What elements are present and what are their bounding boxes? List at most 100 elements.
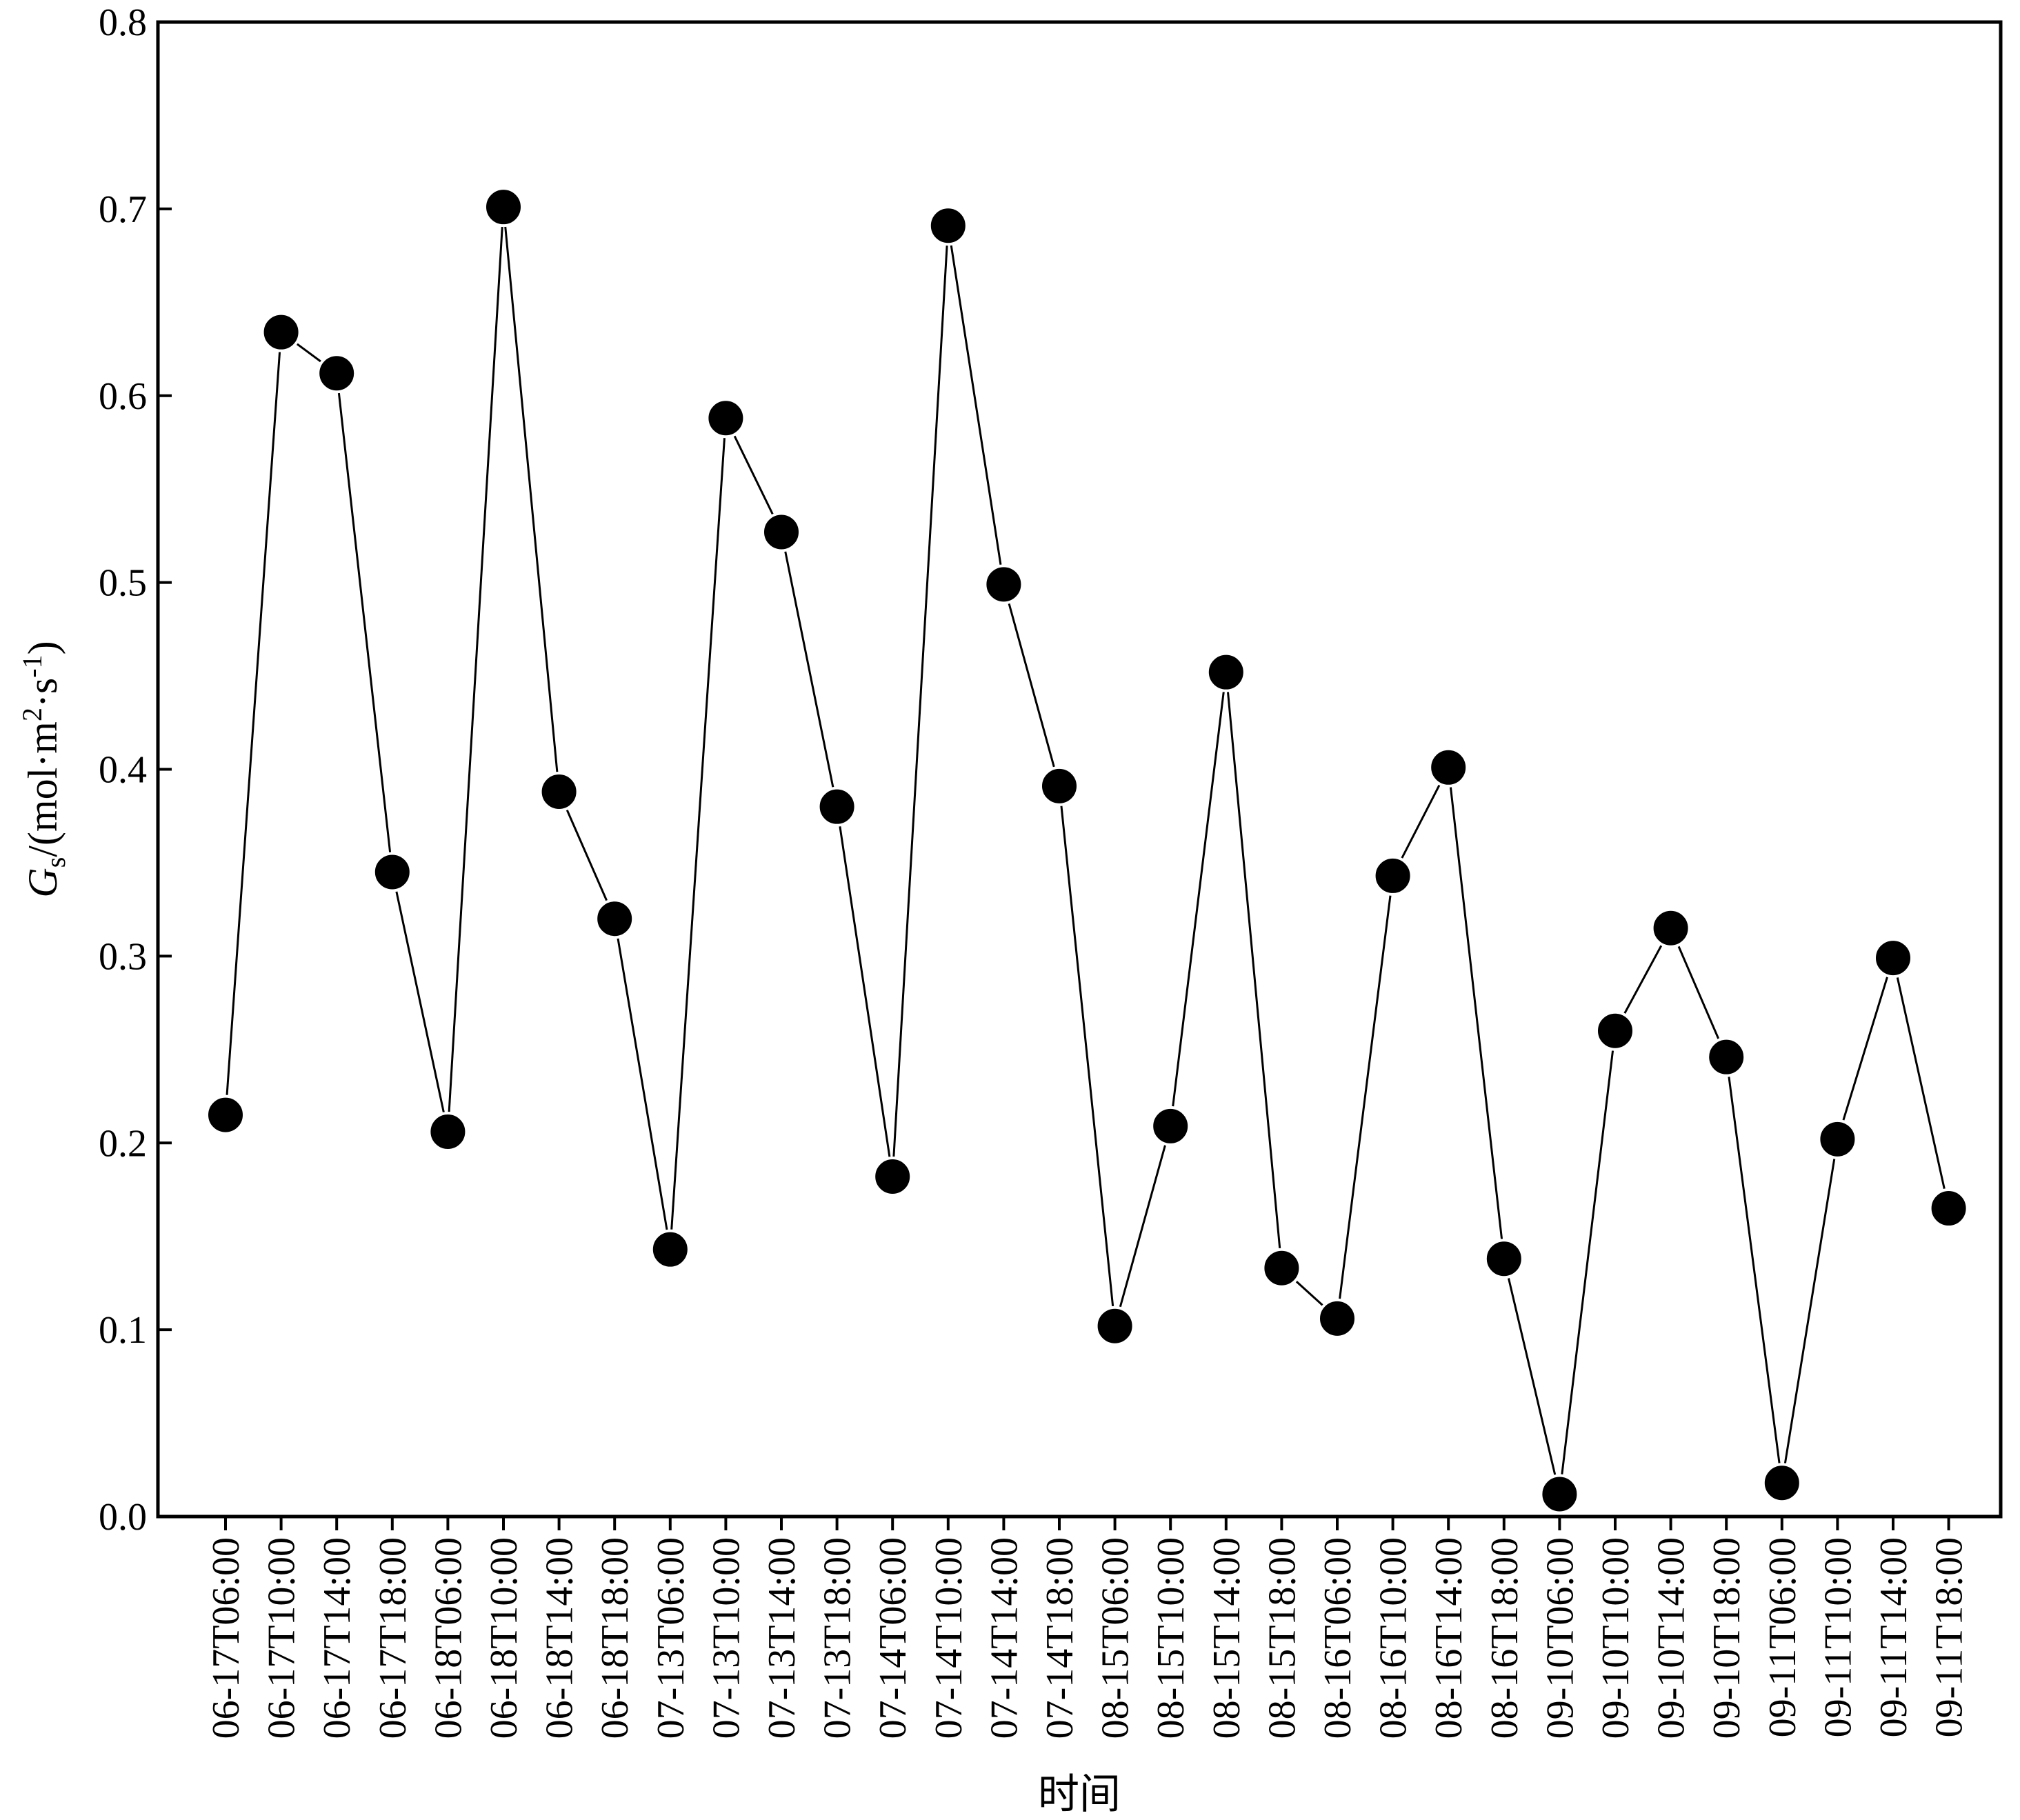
data-point: [872, 1157, 913, 1197]
x-tick-label: 08-15T14:00: [1206, 1537, 1248, 1739]
y-title-sup2: -1: [17, 654, 48, 677]
data-point: [1094, 1306, 1135, 1346]
series-segment: [1002, 583, 1061, 787]
data-point: [1873, 938, 1913, 979]
y-tick-label: 0.6: [99, 375, 147, 418]
x-axis: 06-17T06:00 06-17T10:00 06-17T14:00 06-17T1…: [205, 1517, 1971, 1739]
x-tick-label: 09-10T18:00: [1706, 1537, 1748, 1739]
data-point: [817, 786, 857, 827]
x-tick-label: 06-18T14:00: [539, 1537, 581, 1739]
series-segment: [947, 226, 1005, 585]
y-title-sub: s: [40, 857, 71, 868]
y-tick-label: 0.3: [99, 935, 147, 978]
y-title-end: ): [20, 641, 66, 654]
y-tick-label: 0.7: [99, 188, 147, 231]
y-title-mid2: ·s: [20, 678, 66, 708]
data-point: [650, 1229, 690, 1270]
x-tick-label: 09-11T06:00: [1761, 1537, 1804, 1737]
x-tick-label: 09-10T14:00: [1650, 1537, 1693, 1739]
data-point: [1928, 1188, 1969, 1229]
series-segment: [1781, 1139, 1839, 1483]
series-segment: [725, 417, 783, 533]
x-tick-label: 07-13T10:00: [705, 1537, 748, 1739]
series-segment: [391, 872, 449, 1132]
x-tick-label: 06-18T06:00: [427, 1537, 470, 1739]
x-tick-label: 09-10T10:00: [1594, 1537, 1637, 1739]
data-point: [1372, 855, 1413, 896]
x-tick-label: 09-10T06:00: [1539, 1537, 1581, 1739]
x-tick-label: 08-15T10:00: [1150, 1537, 1192, 1739]
y-axis-title: Gs/(mol·m2·s-1): [17, 641, 71, 897]
series-segment: [1336, 875, 1394, 1319]
x-tick-label: 08-15T06:00: [1094, 1537, 1137, 1739]
data-point: [1650, 908, 1691, 948]
y-tick-label: 0.4: [99, 749, 147, 792]
x-tick-label: 08-16T18:00: [1483, 1537, 1526, 1739]
data-point: [1039, 766, 1079, 806]
x-tick-label: 08-16T06:00: [1317, 1537, 1359, 1739]
data-point: [428, 1111, 468, 1152]
x-tick-label: 06-17T10:00: [261, 1537, 303, 1739]
x-tick-label: 09-11T10:00: [1817, 1537, 1859, 1737]
series-segment: [1725, 1057, 1783, 1483]
series-segment: [780, 532, 839, 807]
data-point: [483, 187, 523, 228]
x-tick-label: 06-17T14:00: [316, 1537, 359, 1739]
series-segment: [224, 332, 283, 1115]
y-tick-label: 0.5: [99, 562, 147, 605]
x-tick-label: 07-14T18:00: [1039, 1537, 1081, 1739]
series-line: [224, 207, 1950, 1494]
y-title-mid: /(mol·m: [20, 721, 66, 857]
data-point: [539, 772, 579, 812]
data-point: [1150, 1106, 1191, 1146]
x-axis-title: 时间: [1038, 1772, 1121, 1817]
series-segment: [836, 806, 894, 1177]
series-segment: [446, 207, 505, 1132]
data-point: [983, 564, 1024, 605]
x-tick-label: 06-18T10:00: [483, 1537, 526, 1739]
y-tick-label: 0.0: [99, 1496, 147, 1539]
series-segment: [335, 373, 394, 872]
x-tick-label: 07-13T14:00: [761, 1537, 803, 1739]
x-tick-label: 07-14T10:00: [928, 1537, 970, 1739]
data-point: [1817, 1119, 1858, 1159]
series-segment: [613, 918, 672, 1250]
plot-frame: [156, 20, 2003, 1519]
data-point: [1761, 1463, 1802, 1503]
data-point: [594, 899, 635, 939]
data-point: [1706, 1037, 1747, 1077]
x-tick-label: 08-16T14:00: [1428, 1537, 1470, 1739]
x-tick-label: 07-13T06:00: [650, 1537, 692, 1739]
series-points: [206, 187, 1969, 1514]
y-tick-label: 0.2: [99, 1122, 147, 1165]
x-tick-label: 09-11T14:00: [1872, 1537, 1915, 1737]
series-segment: [1670, 928, 1728, 1058]
y-axis: 0.0 0.1 0.2 0.3 0.4 0.5 0.6 0.7 0.8: [99, 1, 172, 1539]
series-segment: [558, 791, 616, 919]
series-segment: [1558, 1030, 1617, 1494]
data-point: [1539, 1474, 1580, 1514]
data-point: [1483, 1239, 1524, 1279]
data-point: [1595, 1010, 1635, 1051]
y-title-sup1: 2: [17, 708, 48, 721]
data-point: [1206, 652, 1246, 692]
data-point: [261, 312, 301, 352]
series-segment: [891, 226, 950, 1177]
x-tick-label: 06-17T18:00: [372, 1537, 414, 1739]
x-tick-label: 07-14T14:00: [983, 1537, 1026, 1739]
x-tick-label: 06-17T06:00: [205, 1537, 248, 1739]
x-tick-label: 08-16T10:00: [1372, 1537, 1415, 1739]
data-point: [317, 353, 357, 394]
data-point: [1317, 1298, 1357, 1339]
x-tick-label: 07-14T06:00: [872, 1537, 914, 1739]
y-title-base: G: [20, 868, 66, 897]
series-segment: [1169, 672, 1228, 1127]
series-segment: [1503, 1258, 1561, 1494]
series-segment: [1447, 767, 1506, 1259]
series-segment: [1836, 957, 1894, 1140]
data-point: [206, 1094, 246, 1135]
series-segment: [669, 418, 727, 1250]
series-segment: [1225, 672, 1283, 1268]
data-point: [761, 512, 801, 552]
